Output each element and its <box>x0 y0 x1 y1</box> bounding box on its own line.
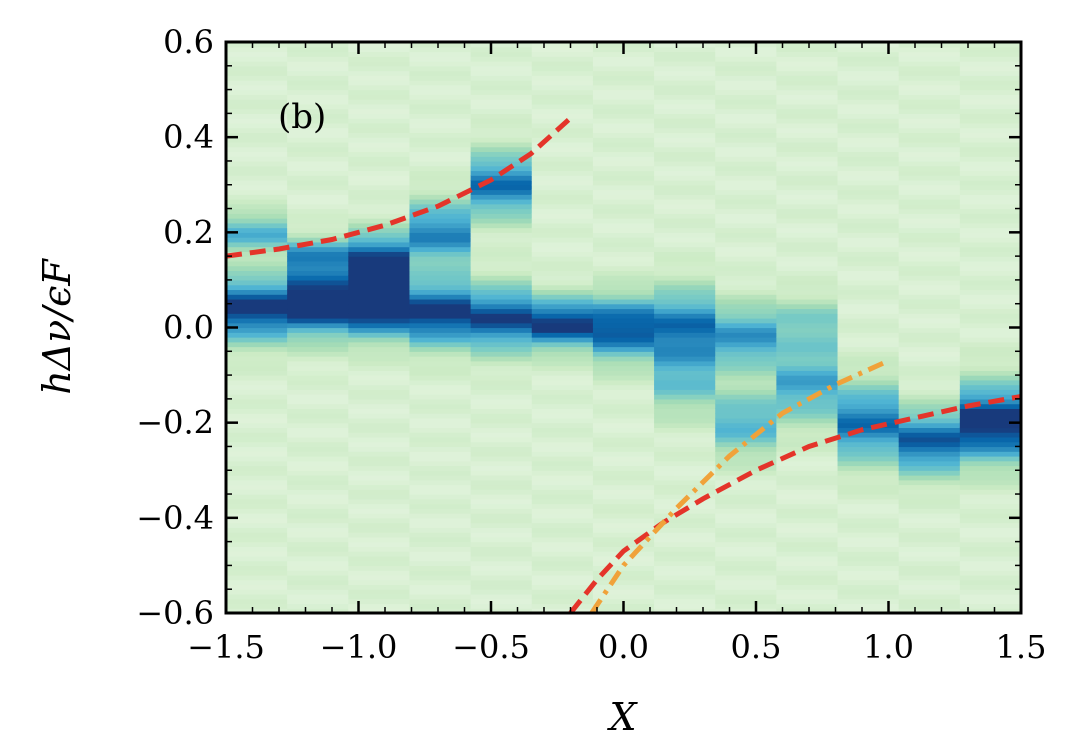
heatmap-column <box>898 42 961 613</box>
heatmap-column <box>409 42 472 613</box>
dashed-curve-2 <box>568 394 1021 613</box>
heatmap-column <box>715 42 777 613</box>
x-tick-label: 1.5 <box>996 628 1047 666</box>
y-tick-label: 0.2 <box>163 213 214 251</box>
theory-curves <box>226 116 1021 613</box>
x-tick-label: −1.5 <box>187 628 265 666</box>
dashdot-curve <box>589 358 890 613</box>
y-tick-label: 0.6 <box>163 23 214 61</box>
y-tick-label: −0.4 <box>136 499 214 537</box>
y-tick-label: 0.4 <box>163 118 214 156</box>
heatmap-column <box>592 42 655 613</box>
heatmap-column <box>348 42 411 613</box>
panel-label: (b) <box>278 97 326 137</box>
heatmap-column <box>654 42 716 613</box>
heatmap-column <box>776 42 839 613</box>
x-tick-label: 0.0 <box>598 628 649 666</box>
heatmap-column <box>226 42 288 613</box>
heatmap-column <box>531 42 594 613</box>
heatmap <box>226 42 1021 613</box>
x-tick-label: 1.0 <box>863 628 914 666</box>
y-tick-label: −0.6 <box>136 594 214 632</box>
y-tick-label: 0.0 <box>163 309 214 347</box>
x-axis: −1.5 −1.0 −0.5 0.0 0.5 1.0 1.5 <box>187 42 1046 666</box>
heatmap-column <box>959 42 1021 613</box>
y-axis-label: hΔν/ϵF <box>35 258 79 395</box>
dashed-curve-1 <box>226 116 573 259</box>
heatmap-column <box>470 42 533 613</box>
x-axis-label: X <box>606 695 638 739</box>
y-axis: −0.6 −0.4 −0.2 0.0 0.2 0.4 0.6 <box>136 23 1021 632</box>
y-tick-label: −0.2 <box>136 404 214 442</box>
heatmap-column <box>287 42 349 613</box>
x-tick-label: −0.5 <box>452 628 530 666</box>
x-tick-label: −1.0 <box>320 628 398 666</box>
x-tick-label: 0.5 <box>731 628 782 666</box>
heatmap-column <box>837 42 900 613</box>
